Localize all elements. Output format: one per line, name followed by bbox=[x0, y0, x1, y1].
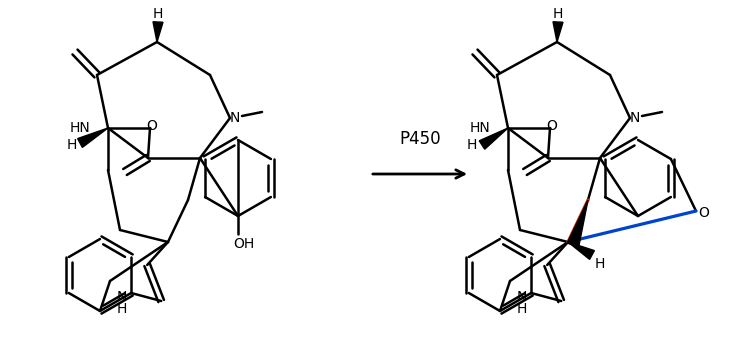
Polygon shape bbox=[553, 22, 563, 42]
Polygon shape bbox=[77, 128, 108, 147]
Polygon shape bbox=[479, 128, 508, 149]
Text: H: H bbox=[67, 138, 77, 152]
Text: N: N bbox=[630, 111, 640, 125]
Text: O: O bbox=[146, 119, 158, 133]
Polygon shape bbox=[153, 22, 163, 42]
Text: OH: OH bbox=[233, 237, 255, 251]
Text: HN: HN bbox=[70, 121, 91, 135]
Text: N: N bbox=[230, 111, 240, 125]
Text: H: H bbox=[553, 7, 563, 21]
Text: H: H bbox=[117, 302, 127, 316]
Text: HN: HN bbox=[470, 121, 490, 135]
Text: H: H bbox=[467, 138, 477, 152]
Text: H: H bbox=[595, 257, 606, 271]
Text: O: O bbox=[698, 206, 710, 220]
Polygon shape bbox=[568, 200, 588, 247]
Text: N: N bbox=[117, 290, 127, 304]
Text: H: H bbox=[153, 7, 163, 21]
Polygon shape bbox=[568, 242, 594, 259]
Text: P450: P450 bbox=[399, 130, 441, 148]
Text: H: H bbox=[517, 302, 528, 316]
Text: O: O bbox=[547, 119, 557, 133]
Text: N: N bbox=[517, 290, 528, 304]
